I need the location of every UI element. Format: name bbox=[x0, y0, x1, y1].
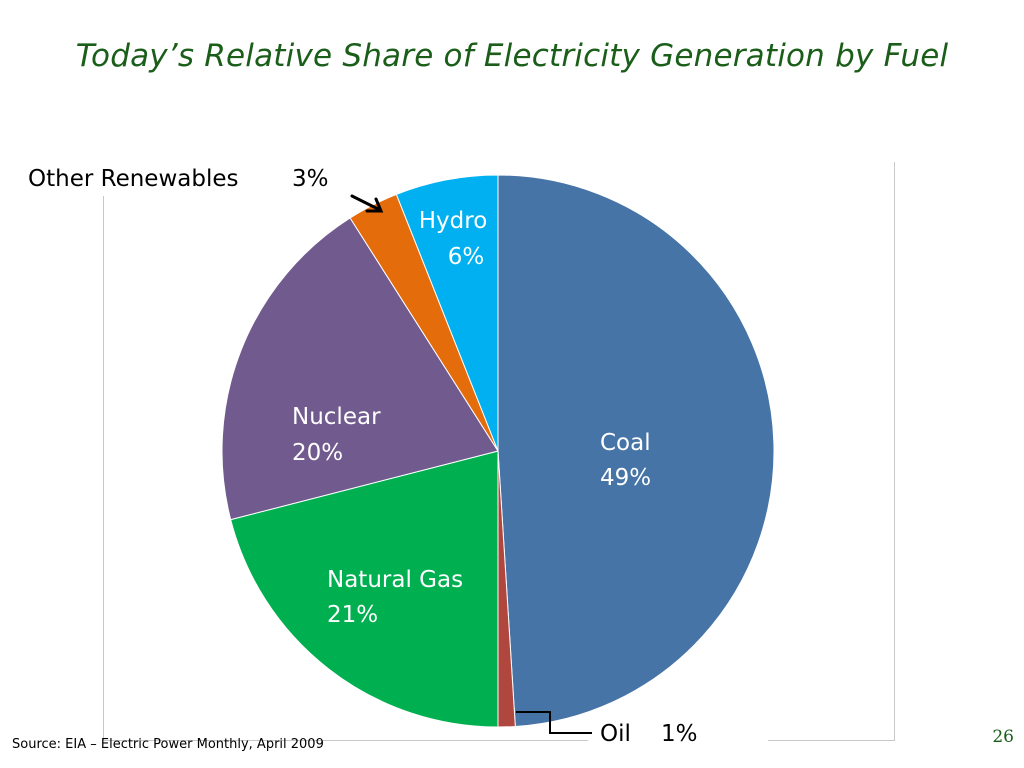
oil-label-bg bbox=[588, 712, 768, 744]
pie-slice-nuclear bbox=[221, 217, 499, 521]
pie-slice-hydro bbox=[395, 174, 499, 452]
coal-name-label: Coal bbox=[600, 430, 651, 456]
other-renewables-value-label: 3% bbox=[292, 166, 329, 192]
hydro-value-label: 6% bbox=[448, 244, 485, 270]
page-title: Today’s Relative Share of Electricity Ge… bbox=[75, 38, 949, 74]
oil-leader-line bbox=[516, 711, 592, 734]
natural-gas-value-label: 21% bbox=[327, 602, 378, 628]
other-renewables-arrow bbox=[350, 194, 384, 213]
pie-slice-natural-gas bbox=[230, 450, 499, 728]
nuclear-value-label: 20% bbox=[292, 440, 343, 466]
other-renewables-label-bg bbox=[20, 158, 368, 196]
page-number: 26 bbox=[992, 727, 1014, 747]
nuclear-name-label: Nuclear bbox=[292, 404, 381, 430]
hydro-name-label: Hydro bbox=[419, 208, 488, 234]
other-renewables-name-label: Other Renewables bbox=[28, 166, 238, 192]
natural-gas-name-label: Natural Gas bbox=[327, 567, 463, 593]
pie-slice-coal bbox=[497, 174, 775, 727]
coal-value-label: 49% bbox=[600, 465, 651, 491]
chart-frame bbox=[103, 162, 895, 741]
source-citation: Source: EIA – Electric Power Monthly, Ap… bbox=[12, 737, 324, 752]
oil-value-label: 1% bbox=[661, 721, 698, 747]
oil-name-label: Oil bbox=[600, 721, 631, 747]
